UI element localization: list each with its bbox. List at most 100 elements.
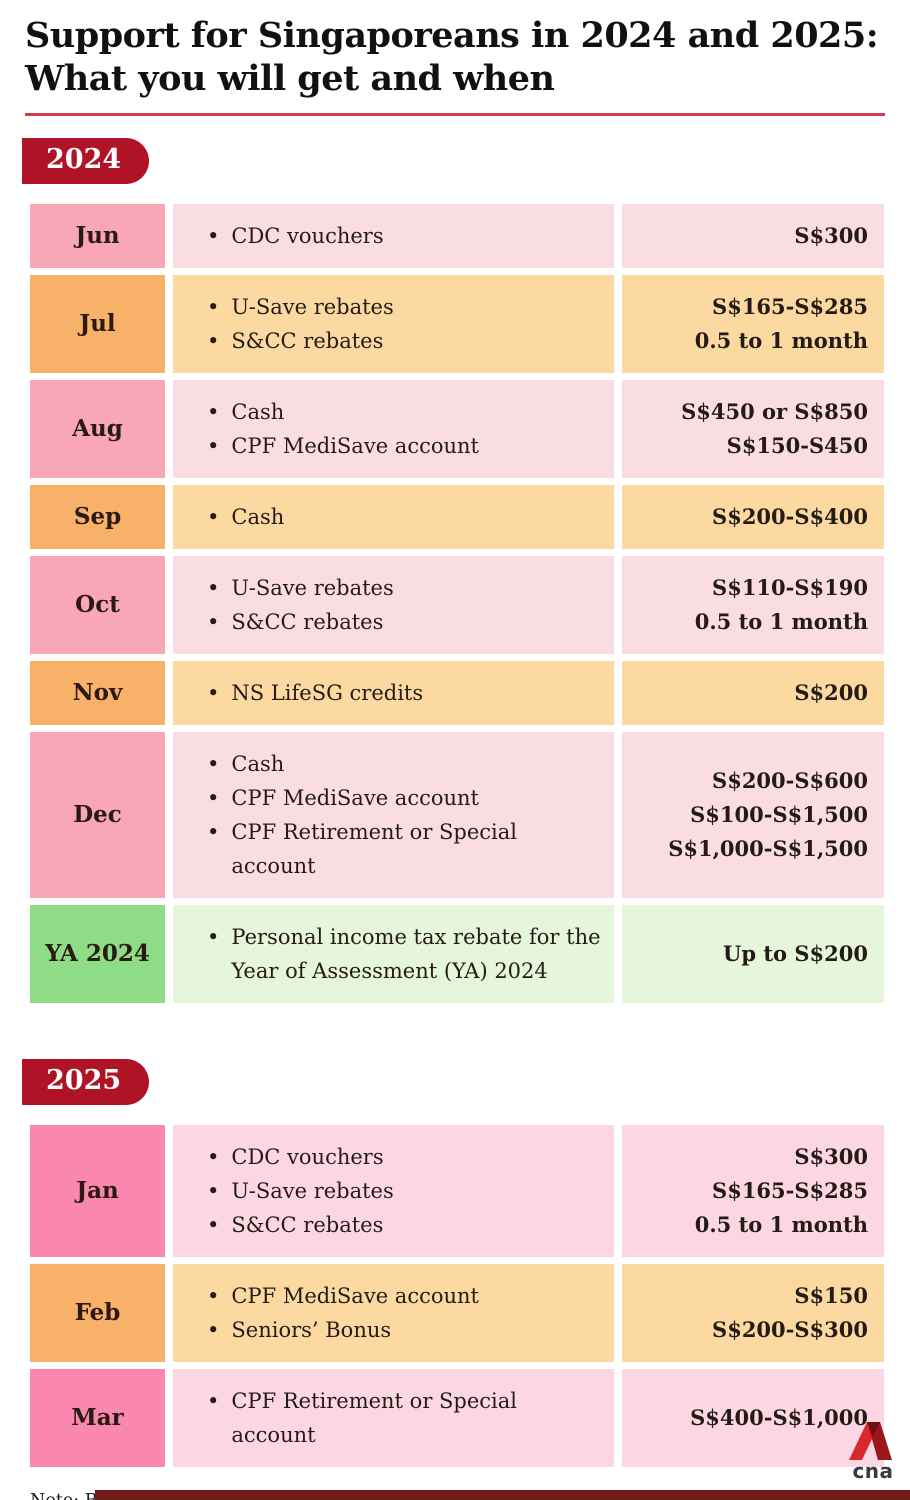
table-row: Aug • Cash • CPF MediSave account S$450 or … xyxy=(30,379,884,478)
benefit-item: • U-Save rebates xyxy=(207,290,604,324)
year-badge: 2024 xyxy=(22,137,150,184)
amount-value: S$300 xyxy=(794,1143,868,1169)
month-cell: Dec xyxy=(30,731,165,898)
benefit-label: NS LifeSG credits xyxy=(231,680,424,705)
benefits-cell: • CDC vouchers • U-Save rebates • S&CC rebate… xyxy=(173,1124,614,1257)
benefit-label: S&CC rebates xyxy=(231,328,384,353)
amount-value: Up to S$200 xyxy=(723,940,868,966)
benefits-cell: • U-Save rebates • S&CC rebates xyxy=(173,274,614,373)
benefit-item: • CDC vouchers xyxy=(207,219,604,253)
benefit-label: Cash xyxy=(231,751,285,776)
benefits-cell: • Cash • CPF MediSave account • CPF Retiremen… xyxy=(173,731,614,898)
amount-value: S$200-S$400 xyxy=(712,503,868,529)
benefit-item: • NS LifeSG credits xyxy=(207,676,604,710)
benefits-cell: • NS LifeSG credits xyxy=(173,660,614,725)
bullet-icon: • xyxy=(207,1144,220,1169)
bullet-icon: • xyxy=(207,680,220,705)
benefits-cell: • U-Save rebates • S&CC rebates xyxy=(173,555,614,654)
amounts-cell: S$110-S$190 0.5 to 1 month xyxy=(622,555,884,654)
amounts-cell: S$450 or S$850 S$150-S450 xyxy=(622,379,884,478)
amounts-cell: S$150 S$200-S$300 xyxy=(622,1263,884,1362)
amounts-cell: S$300 xyxy=(622,203,884,268)
amounts-cell: S$400-S$1,000 xyxy=(622,1368,884,1467)
amount-value: 0.5 to 1 month xyxy=(694,608,868,634)
amount-value: S$200-S$300 xyxy=(712,1316,868,1342)
bullet-icon: • xyxy=(207,1212,220,1237)
benefit-item: • CPF MediSave account xyxy=(207,1279,604,1313)
bullet-icon: • xyxy=(207,504,220,529)
benefit-label: CPF Retirement or Special account xyxy=(231,819,518,878)
bottom-brand-bar xyxy=(95,1490,910,1500)
cna-logo-icon: cna xyxy=(849,1422,893,1483)
bullet-icon: • xyxy=(207,1317,220,1342)
bullet-icon: • xyxy=(207,1283,220,1308)
benefits-cell: • CDC vouchers xyxy=(173,203,614,268)
amount-value: S$150 xyxy=(794,1282,868,1308)
benefit-label: CPF MediSave account xyxy=(231,433,479,458)
benefit-item: • U-Save rebates xyxy=(207,571,604,605)
month-cell: Feb xyxy=(30,1263,165,1362)
month-cell: Oct xyxy=(30,555,165,654)
benefit-label: U-Save rebates xyxy=(231,1178,394,1203)
table-row: Jun • CDC vouchers S$300 xyxy=(30,203,884,268)
rows: Jun • CDC vouchers S$300 Jul • U-Save reba… xyxy=(30,203,884,1003)
benefit-item: • Cash xyxy=(207,747,604,781)
amount-value: S$300 xyxy=(794,222,868,248)
amount-value: S$200 xyxy=(794,679,868,705)
bullet-icon: • xyxy=(207,609,220,634)
page-title: Support for Singaporeans in 2024 and 202… xyxy=(25,14,885,101)
benefit-item: • S&CC rebates xyxy=(207,605,604,639)
benefits-cell: • Personal income tax rebate for the Year… xyxy=(173,904,614,1003)
benefit-label: CDC vouchers xyxy=(231,223,384,248)
amount-value: S$165-S$285 xyxy=(712,293,868,319)
table-row: YA 2024 • Personal income tax rebate for … xyxy=(30,904,884,1003)
table-row: Jan • CDC vouchers • U-Save rebates • S&CC re… xyxy=(30,1124,884,1257)
month-cell: Aug xyxy=(30,379,165,478)
amounts-cell: S$200-S$600 S$100-S$1,500 S$1,000-S$1,500 xyxy=(622,731,884,898)
bullet-icon: • xyxy=(207,1388,220,1413)
benefit-item: • CPF Retirement or Special account xyxy=(207,815,604,883)
benefit-label: U-Save rebates xyxy=(231,575,394,600)
bullet-icon: • xyxy=(207,294,220,319)
benefit-label: CPF MediSave account xyxy=(231,1283,479,1308)
table-row: Jul • U-Save rebates • S&CC rebates S$165-S… xyxy=(30,274,884,373)
benefit-label: S&CC rebates xyxy=(231,1212,384,1237)
benefits-cell: • CPF Retirement or Special account xyxy=(173,1368,614,1467)
amount-value: S$165-S$285 xyxy=(712,1177,868,1203)
month-cell: Nov xyxy=(30,660,165,725)
header: Support for Singaporeans in 2024 and 202… xyxy=(0,0,910,101)
table-row: Dec • Cash • CPF MediSave account • CPF Retir… xyxy=(30,731,884,898)
month-cell: Jan xyxy=(30,1124,165,1257)
year-section: 2025 Jan • CDC vouchers • U-Save rebates • S&… xyxy=(0,1037,910,1467)
amount-value: S$100-S$1,500 xyxy=(690,801,868,827)
bullet-icon: • xyxy=(207,223,220,248)
title-line-1: Support for Singaporeans in 2024 and 202… xyxy=(25,15,879,56)
table-row: Oct • U-Save rebates • S&CC rebates S$110-S… xyxy=(30,555,884,654)
svg-text:cna: cna xyxy=(852,1459,893,1482)
benefit-label: Cash xyxy=(231,504,285,529)
amount-value: S$200-S$600 xyxy=(712,767,868,793)
benefit-item: • Cash xyxy=(207,395,604,429)
year-badge: 2025 xyxy=(22,1058,150,1105)
month-cell: Jun xyxy=(30,203,165,268)
benefit-label: U-Save rebates xyxy=(231,294,394,319)
amounts-cell: S$300 S$165-S$285 0.5 to 1 month xyxy=(622,1124,884,1257)
table-row: Mar • CPF Retirement or Special account S… xyxy=(30,1368,884,1467)
benefit-item: • Cash xyxy=(207,500,604,534)
year-section: 2024 Jun • CDC vouchers S$300 Jul • U-Save… xyxy=(0,116,910,1003)
benefit-label: CDC vouchers xyxy=(231,1144,384,1169)
rows: Jan • CDC vouchers • U-Save rebates • S&CC re… xyxy=(30,1124,884,1467)
bullet-icon: • xyxy=(207,328,220,353)
bullet-icon: • xyxy=(207,433,220,458)
benefit-item: • CDC vouchers xyxy=(207,1140,604,1174)
amounts-cell: S$200-S$400 xyxy=(622,484,884,549)
month-cell: YA 2024 xyxy=(30,904,165,1003)
amount-value: 0.5 to 1 month xyxy=(694,327,868,353)
month-cell: Sep xyxy=(30,484,165,549)
month-cell: Mar xyxy=(30,1368,165,1467)
benefit-label: Personal income tax rebate for the Year … xyxy=(231,924,601,983)
table-row: Sep • Cash S$200-S$400 xyxy=(30,484,884,549)
benefits-cell: • Cash • CPF MediSave account xyxy=(173,379,614,478)
bullet-icon: • xyxy=(207,785,220,810)
benefit-label: Cash xyxy=(231,399,285,424)
